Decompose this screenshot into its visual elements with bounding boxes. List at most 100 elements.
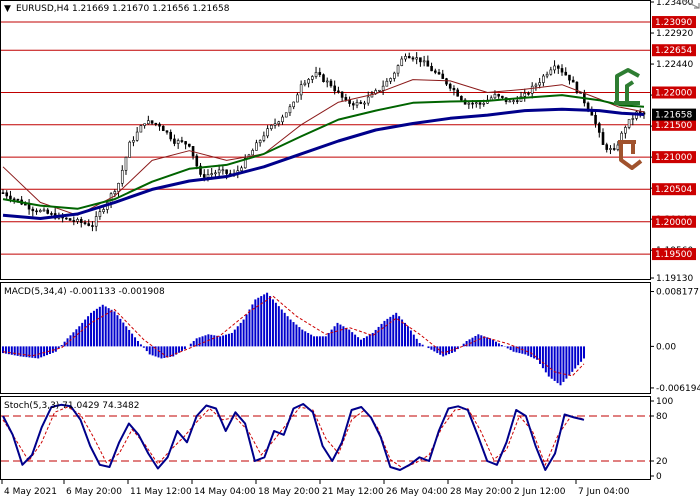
candle-body [206, 174, 210, 178]
candle-body [94, 216, 98, 227]
candle-body [407, 55, 411, 59]
candle-body [38, 210, 42, 212]
level-lines [1, 21, 650, 255]
candle-body [16, 198, 20, 201]
symbol-menu-icon[interactable]: ▼ [4, 4, 11, 14]
candle-body [415, 57, 418, 60]
candle-body [202, 174, 206, 178]
level-badge [652, 183, 696, 196]
candle-body [150, 120, 154, 124]
level-badge-label: 1.20000 [655, 218, 692, 228]
candle-body [452, 88, 456, 91]
candle-body [527, 93, 530, 95]
candle-body [482, 102, 486, 105]
candle-body [638, 111, 642, 114]
candle-body [35, 210, 38, 213]
candle-body [612, 148, 616, 150]
candle-body [515, 100, 519, 102]
candle-body [102, 209, 105, 213]
candle-body [553, 65, 556, 71]
candle-body [65, 217, 68, 220]
candle-body [270, 125, 273, 129]
candle-body [609, 148, 612, 150]
candle-body [393, 72, 396, 79]
candle-body [385, 80, 389, 87]
candle-body [76, 219, 79, 222]
candle-body [359, 102, 363, 104]
candle-body [83, 222, 87, 224]
candle-body [217, 169, 221, 174]
candle-body [5, 192, 9, 197]
candle-body [396, 65, 400, 74]
candle-body [292, 101, 295, 108]
candle-body [132, 140, 135, 143]
candle-body [184, 141, 187, 145]
candle-body [538, 82, 541, 86]
candle-body [512, 100, 515, 102]
level-badge [652, 118, 696, 131]
candle-body [426, 60, 430, 67]
candle-body [72, 220, 76, 222]
stoch-tick-label: 80 [656, 412, 668, 422]
candle-body [333, 85, 336, 92]
candle-body [344, 97, 348, 101]
stoch-signal-line [2, 406, 585, 470]
candle-body [448, 83, 452, 89]
candle-body [411, 57, 415, 60]
candle-body [143, 123, 146, 126]
candle-body [113, 191, 117, 195]
stoch-main-line [2, 403, 585, 471]
candle-body [281, 116, 284, 123]
ma-mid-line [2, 94, 645, 210]
stoch-tick-label: 0 [656, 472, 662, 482]
macd-header: MACD(5,34,4) -0.001133 -0.001908 [4, 287, 165, 297]
candle-body [180, 140, 184, 142]
candle-body [560, 68, 564, 73]
candle-body [318, 72, 322, 75]
candle-body [616, 144, 620, 150]
candle-body [404, 55, 407, 60]
corner-arrow-icon[interactable] [682, 0, 700, 9]
candle-body [340, 91, 344, 98]
price-tick-label: 1.23400 [656, 0, 693, 8]
candle-body [24, 203, 27, 206]
candle-body [337, 90, 340, 93]
candle-body [262, 135, 266, 141]
time-tick-label: 28 May 20:00 [450, 487, 512, 497]
candle-body [307, 79, 310, 84]
candle-body [255, 142, 258, 151]
candle-body [299, 84, 303, 96]
candle-body [594, 114, 597, 124]
time-tick-label: 14 May 04:00 [194, 487, 256, 497]
candle-body [117, 182, 120, 192]
candle-body [120, 169, 124, 184]
time-tick-label: 4 May 2021 [4, 487, 57, 497]
candle-body [314, 72, 318, 77]
candle-body [128, 141, 132, 158]
candle-body [135, 131, 139, 141]
level-badge [652, 44, 696, 57]
time-axis: 4 May 2021 6 May 20:00 11 May 12:00 14 May … [1, 480, 630, 497]
candle-body [322, 74, 325, 83]
candle-body [195, 155, 199, 167]
up-arrow-icon [614, 68, 640, 105]
candle-body [508, 100, 512, 103]
candle-body [624, 127, 627, 134]
macd-panel-frame [0, 282, 651, 394]
candle-body [430, 65, 433, 72]
time-tick-label: 21 May 12:00 [322, 487, 384, 497]
candle-body [91, 225, 94, 227]
candle-body [586, 102, 590, 110]
candle-body [363, 102, 366, 105]
candle-body [214, 172, 217, 175]
candle-body [258, 140, 262, 144]
candle-body [445, 78, 448, 85]
candle-body [87, 223, 91, 226]
candle-body [605, 144, 609, 150]
candle-body [325, 80, 329, 83]
ma-slow-line [2, 107, 645, 220]
candle-body [158, 123, 161, 127]
candle-body [303, 82, 307, 86]
candle-body [173, 138, 176, 144]
